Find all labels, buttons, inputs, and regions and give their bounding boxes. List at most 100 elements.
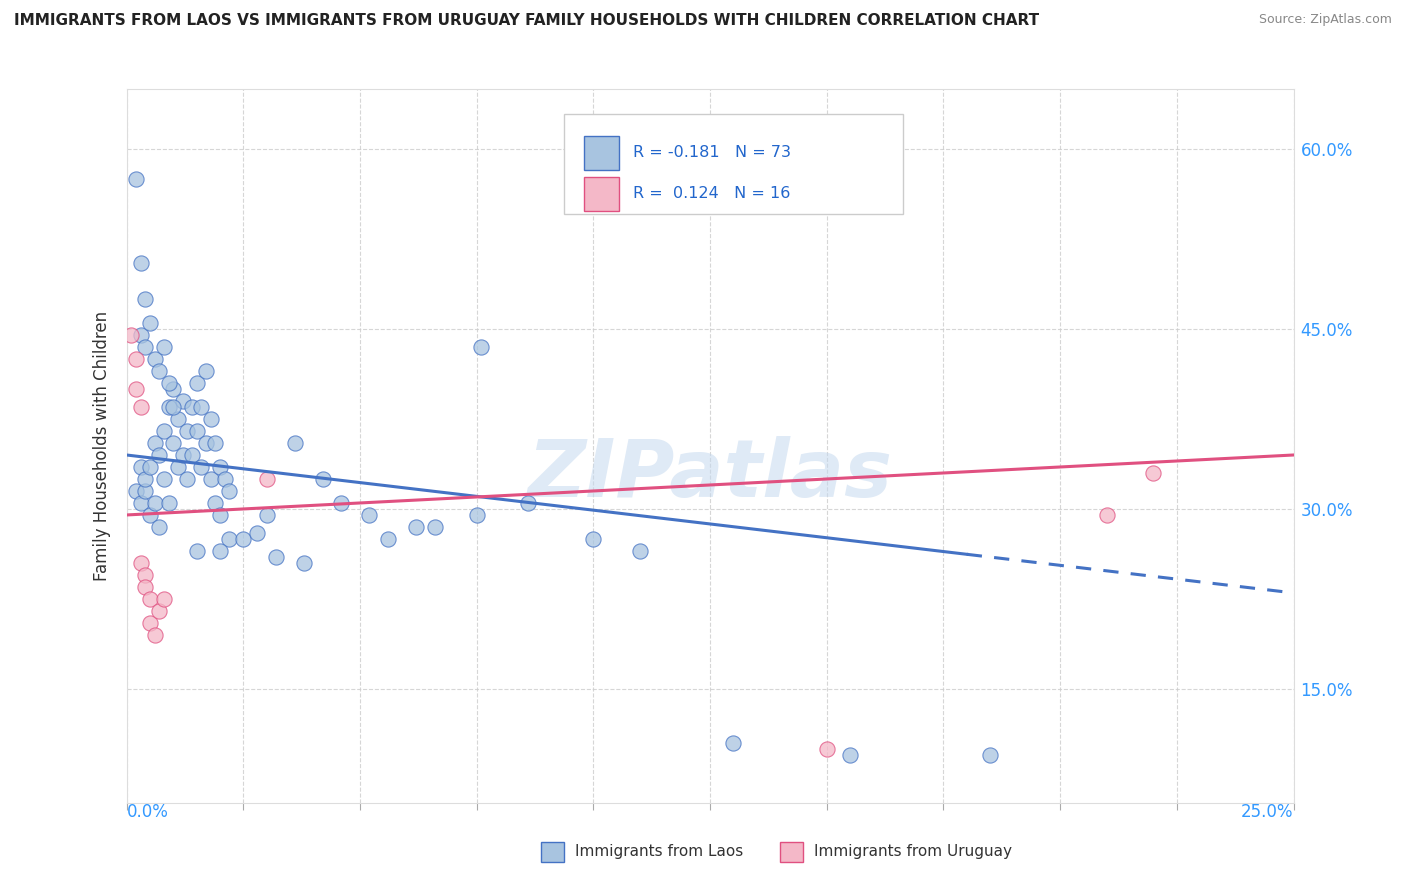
Point — [148, 520, 170, 534]
Point — [815, 741, 838, 756]
Point — [405, 520, 427, 534]
Point — [292, 556, 315, 570]
Point — [148, 604, 170, 618]
Point — [134, 472, 156, 486]
Point — [194, 364, 217, 378]
Point — [129, 556, 152, 570]
Point — [157, 376, 180, 390]
Point — [204, 436, 226, 450]
Point — [1142, 466, 1164, 480]
Point — [180, 400, 202, 414]
Point — [129, 460, 152, 475]
Point — [246, 525, 269, 540]
FancyBboxPatch shape — [564, 114, 903, 214]
Point — [162, 400, 184, 414]
Text: ZIPatlas: ZIPatlas — [527, 435, 893, 514]
Point — [162, 382, 184, 396]
Point — [582, 532, 605, 546]
Point — [423, 520, 446, 534]
Point — [148, 364, 170, 378]
Point — [190, 460, 212, 475]
Point — [139, 508, 162, 522]
FancyBboxPatch shape — [583, 177, 619, 211]
Point — [208, 460, 231, 475]
Text: Immigrants from Laos: Immigrants from Laos — [575, 845, 744, 859]
Point — [256, 472, 278, 486]
Point — [186, 544, 208, 558]
Point — [256, 508, 278, 522]
Point — [311, 472, 333, 486]
Point — [200, 472, 222, 486]
Point — [628, 544, 651, 558]
Point — [979, 747, 1001, 762]
Point — [143, 352, 166, 367]
Point — [153, 591, 176, 606]
Point — [517, 496, 540, 510]
Point — [125, 352, 148, 367]
Point — [129, 496, 152, 510]
Point — [153, 340, 176, 354]
Point — [143, 496, 166, 510]
Point — [162, 436, 184, 450]
Point — [148, 448, 170, 462]
Point — [465, 508, 488, 522]
Point — [153, 472, 176, 486]
Point — [120, 328, 142, 343]
Point — [129, 256, 152, 270]
Point — [208, 544, 231, 558]
Point — [167, 460, 190, 475]
Point — [194, 436, 217, 450]
Point — [208, 508, 231, 522]
Text: 0.0%: 0.0% — [127, 803, 169, 821]
Text: 25.0%: 25.0% — [1241, 803, 1294, 821]
Y-axis label: Family Households with Children: Family Households with Children — [93, 311, 111, 581]
Point — [470, 340, 492, 354]
Point — [1095, 508, 1118, 522]
Point — [204, 496, 226, 510]
Point — [134, 483, 156, 498]
Point — [143, 628, 166, 642]
Point — [153, 424, 176, 438]
Point — [129, 328, 152, 343]
Point — [359, 508, 381, 522]
Point — [284, 436, 307, 450]
Point — [218, 483, 240, 498]
Point — [167, 412, 190, 426]
Point — [134, 568, 156, 582]
Point — [134, 580, 156, 594]
Text: R =  0.124   N = 16: R = 0.124 N = 16 — [633, 186, 790, 202]
Point — [377, 532, 399, 546]
Point — [134, 340, 156, 354]
Point — [200, 412, 222, 426]
Point — [330, 496, 353, 510]
Point — [218, 532, 240, 546]
Point — [839, 747, 862, 762]
Point — [186, 424, 208, 438]
Point — [134, 292, 156, 306]
Point — [139, 460, 162, 475]
Point — [186, 376, 208, 390]
Point — [180, 448, 202, 462]
FancyBboxPatch shape — [583, 136, 619, 170]
Point — [125, 382, 148, 396]
Point — [264, 549, 287, 564]
Point — [139, 316, 162, 330]
Point — [139, 615, 162, 630]
Text: Immigrants from Uruguay: Immigrants from Uruguay — [814, 845, 1012, 859]
Point — [176, 424, 198, 438]
Point — [157, 400, 180, 414]
Point — [143, 436, 166, 450]
Point — [723, 736, 745, 750]
Point — [176, 472, 198, 486]
Text: Source: ZipAtlas.com: Source: ZipAtlas.com — [1258, 13, 1392, 27]
Point — [125, 483, 148, 498]
Text: IMMIGRANTS FROM LAOS VS IMMIGRANTS FROM URUGUAY FAMILY HOUSEHOLDS WITH CHILDREN : IMMIGRANTS FROM LAOS VS IMMIGRANTS FROM … — [14, 13, 1039, 29]
Text: R = -0.181   N = 73: R = -0.181 N = 73 — [633, 145, 792, 161]
Point — [172, 394, 194, 409]
Point — [232, 532, 254, 546]
Point — [125, 172, 148, 186]
Point — [190, 400, 212, 414]
Point — [129, 400, 152, 414]
Point — [139, 591, 162, 606]
Point — [157, 496, 180, 510]
